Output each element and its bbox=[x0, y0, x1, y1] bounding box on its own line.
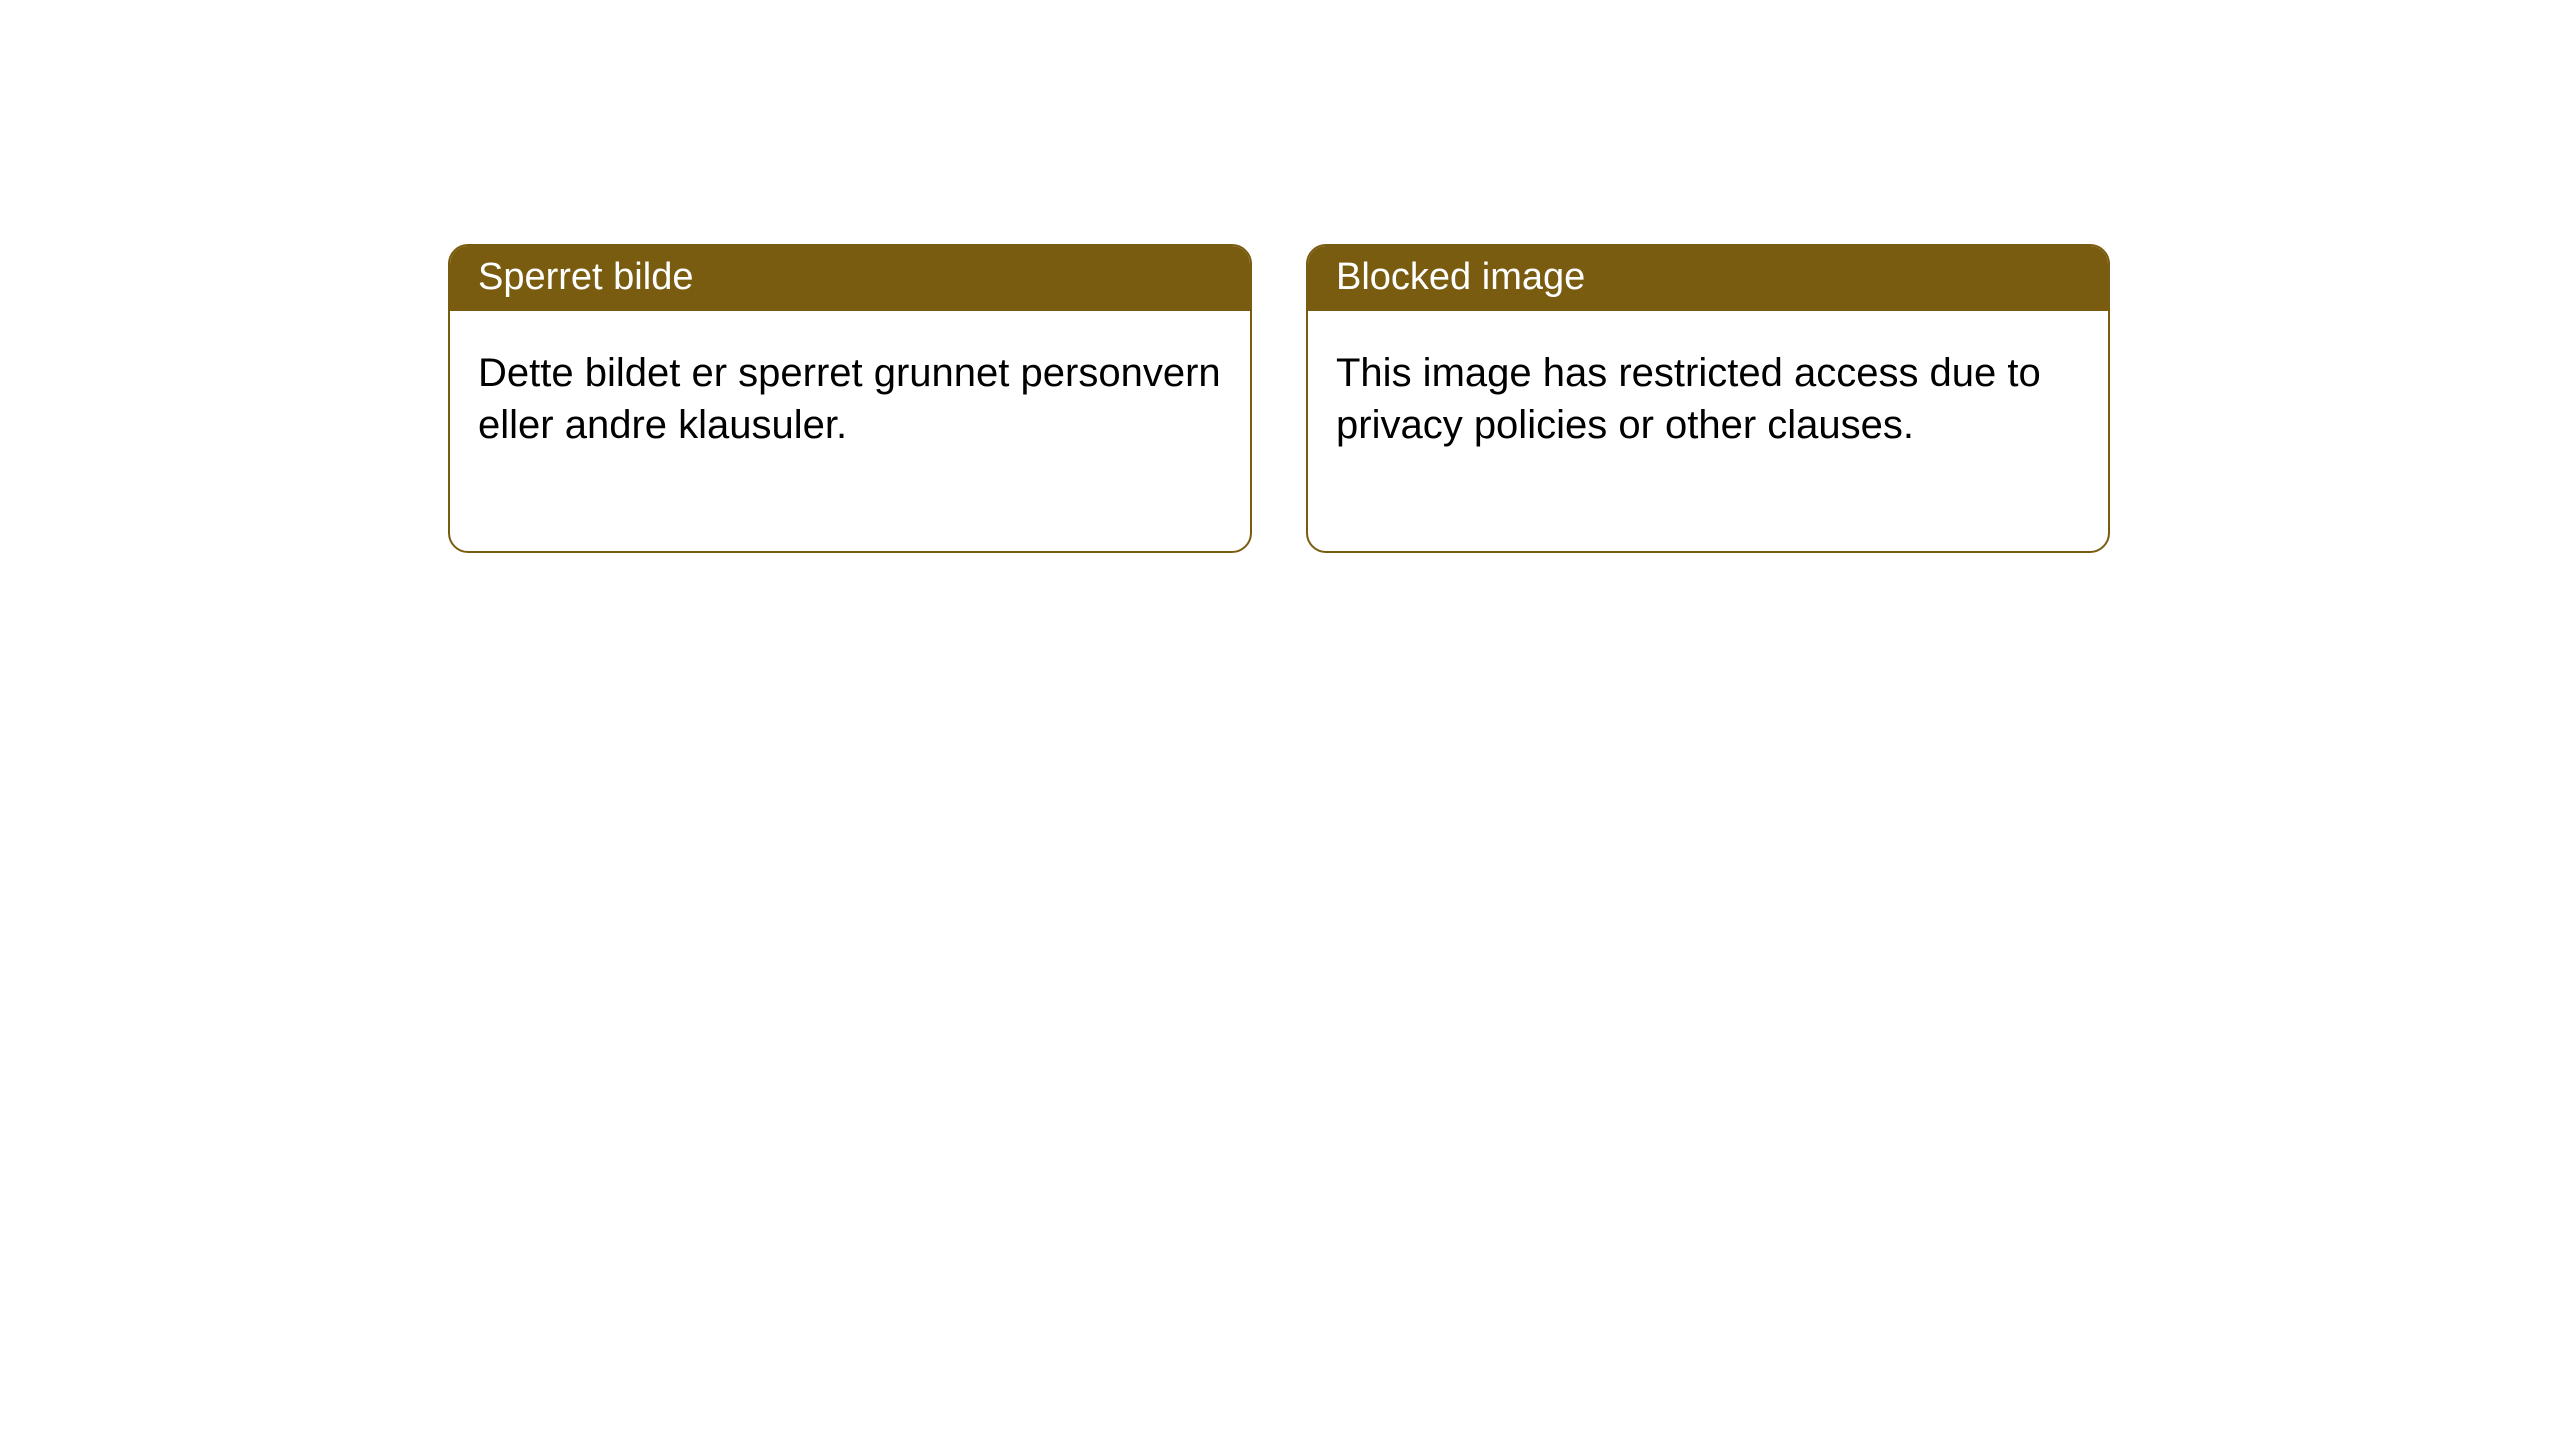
blocked-image-card-no: Sperret bilde Dette bildet er sperret gr… bbox=[448, 244, 1252, 553]
cards-container: Sperret bilde Dette bildet er sperret gr… bbox=[0, 0, 2560, 553]
card-title: Sperret bilde bbox=[478, 256, 693, 298]
card-message: Dette bildet er sperret grunnet personve… bbox=[478, 351, 1221, 447]
blocked-image-card-en: Blocked image This image has restricted … bbox=[1306, 244, 2110, 553]
card-body: Dette bildet er sperret grunnet personve… bbox=[450, 311, 1250, 551]
card-header: Sperret bilde bbox=[450, 246, 1250, 311]
card-message: This image has restricted access due to … bbox=[1336, 351, 2041, 447]
card-header: Blocked image bbox=[1308, 246, 2108, 311]
card-body: This image has restricted access due to … bbox=[1308, 311, 2108, 551]
card-title: Blocked image bbox=[1336, 256, 1585, 298]
